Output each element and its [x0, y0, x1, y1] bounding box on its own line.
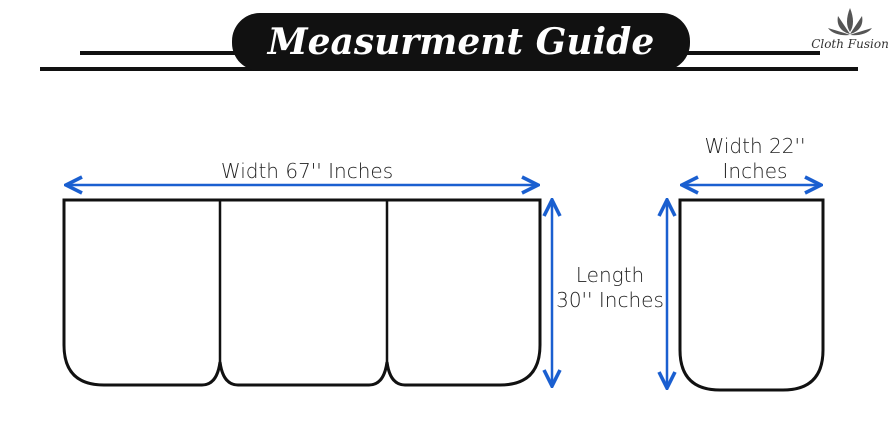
- page-title: Measurment Guide: [266, 21, 655, 63]
- side-width-line2: Inches: [723, 159, 788, 183]
- length-label-line2: 30'' Inches: [556, 288, 664, 312]
- logo-text: Cloth Fusion: [811, 37, 889, 51]
- side-panel-outline: [678, 198, 825, 392]
- length-label-line1: Length: [576, 263, 644, 287]
- valance-width-label: Width 67'' Inches: [221, 159, 393, 183]
- lotus-icon: [828, 8, 872, 36]
- brand-logo: Cloth Fusion: [811, 8, 889, 51]
- side-width-line1: Width 22'': [705, 134, 806, 158]
- valance-outline: [62, 198, 542, 387]
- title-banner: [232, 13, 690, 71]
